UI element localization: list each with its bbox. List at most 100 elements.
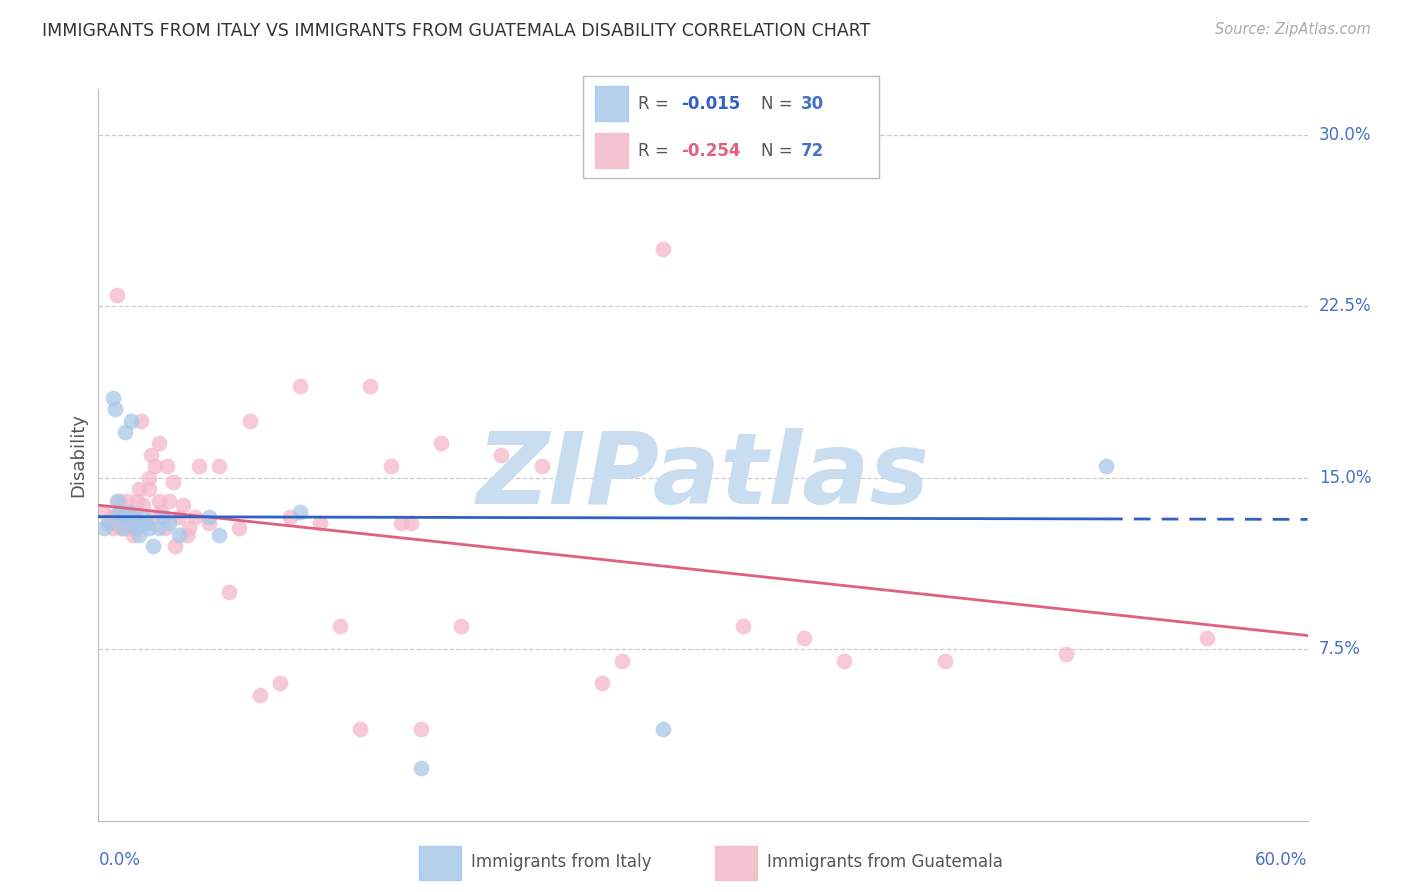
- Point: [176, 528, 198, 542]
- Point: [128, 516, 150, 531]
- Point: [491, 448, 513, 462]
- Point: [110, 509, 132, 524]
- Text: 30: 30: [800, 95, 824, 112]
- Point: [198, 516, 221, 531]
- Text: N =: N =: [761, 95, 797, 112]
- Point: [124, 516, 146, 531]
- Point: [114, 521, 136, 535]
- Point: [142, 509, 165, 524]
- Point: [832, 654, 855, 668]
- Text: -0.254: -0.254: [681, 142, 741, 160]
- Point: [101, 521, 124, 535]
- Text: Source: ZipAtlas.com: Source: ZipAtlas.com: [1215, 22, 1371, 37]
- Point: [172, 498, 194, 512]
- Point: [163, 539, 186, 553]
- Point: [269, 676, 291, 690]
- Point: [105, 288, 128, 302]
- Point: [132, 509, 155, 524]
- Text: 72: 72: [800, 142, 824, 160]
- Point: [733, 619, 755, 633]
- Bar: [419, 846, 461, 880]
- Point: [399, 516, 422, 531]
- Text: Immigrants from Guatemala: Immigrants from Guatemala: [768, 853, 1002, 871]
- Point: [934, 654, 956, 668]
- Bar: [716, 846, 758, 880]
- Point: [218, 585, 240, 599]
- Point: [167, 509, 190, 524]
- Point: [148, 521, 170, 535]
- Y-axis label: Disability: Disability: [69, 413, 87, 497]
- Point: [120, 521, 142, 535]
- Point: [409, 723, 432, 737]
- Point: [93, 505, 115, 519]
- Point: [134, 516, 156, 531]
- Point: [124, 509, 146, 524]
- Point: [107, 493, 129, 508]
- Point: [288, 379, 311, 393]
- Point: [188, 459, 211, 474]
- Text: R =: R =: [638, 95, 673, 112]
- Point: [360, 379, 382, 393]
- Point: [115, 493, 138, 508]
- Point: [107, 505, 129, 519]
- Point: [118, 505, 141, 519]
- FancyBboxPatch shape: [583, 76, 879, 178]
- Point: [157, 516, 180, 531]
- Point: [125, 521, 148, 535]
- Point: [129, 414, 152, 428]
- Point: [148, 493, 170, 508]
- Point: [128, 528, 150, 542]
- Point: [409, 761, 432, 775]
- Point: [139, 448, 162, 462]
- Point: [105, 493, 128, 508]
- Point: [111, 521, 134, 535]
- Point: [591, 676, 613, 690]
- Point: [349, 723, 371, 737]
- Text: N =: N =: [761, 142, 797, 160]
- Point: [101, 391, 124, 405]
- Point: [132, 498, 155, 512]
- Point: [389, 516, 412, 531]
- Point: [118, 516, 141, 531]
- Point: [111, 509, 134, 524]
- Text: IMMIGRANTS FROM ITALY VS IMMIGRANTS FROM GUATEMALA DISABILITY CORRELATION CHART: IMMIGRANTS FROM ITALY VS IMMIGRANTS FROM…: [42, 22, 870, 40]
- Point: [142, 539, 165, 553]
- Point: [198, 509, 221, 524]
- Point: [612, 654, 634, 668]
- Point: [184, 509, 207, 524]
- Point: [1095, 459, 1118, 474]
- Point: [177, 521, 201, 535]
- Text: 7.5%: 7.5%: [1319, 640, 1361, 658]
- Point: [157, 493, 180, 508]
- Point: [651, 723, 673, 737]
- Point: [152, 509, 174, 524]
- Text: -0.015: -0.015: [681, 95, 740, 112]
- Point: [1054, 647, 1077, 661]
- Point: [115, 509, 138, 524]
- Point: [793, 631, 815, 645]
- Point: [167, 528, 190, 542]
- Point: [93, 521, 115, 535]
- Point: [162, 475, 184, 490]
- Point: [1195, 631, 1218, 645]
- Text: Immigrants from Italy: Immigrants from Italy: [471, 853, 651, 871]
- Point: [138, 471, 160, 485]
- Point: [288, 505, 311, 519]
- Bar: [595, 87, 627, 121]
- Text: 0.0%: 0.0%: [98, 851, 141, 869]
- Point: [114, 425, 136, 439]
- Point: [138, 521, 160, 535]
- Point: [125, 493, 148, 508]
- Point: [103, 402, 125, 417]
- Point: [103, 516, 125, 531]
- Point: [228, 521, 250, 535]
- Point: [118, 505, 141, 519]
- Point: [143, 459, 166, 474]
- Point: [278, 509, 301, 524]
- Point: [138, 482, 160, 496]
- Point: [149, 505, 172, 519]
- Point: [208, 528, 231, 542]
- Bar: [595, 133, 627, 168]
- Text: R =: R =: [638, 142, 673, 160]
- Point: [156, 459, 179, 474]
